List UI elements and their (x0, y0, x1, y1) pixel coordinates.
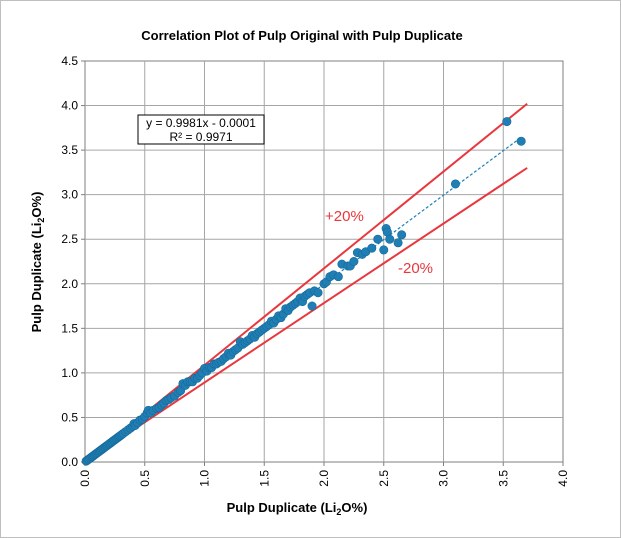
x-tick-label: 1.0 (198, 470, 212, 487)
data-point (367, 243, 377, 253)
y-tick-label: 0.5 (61, 410, 78, 424)
equation-box-border (137, 114, 265, 145)
data-point (379, 245, 389, 255)
x-tick-label: 0.5 (138, 470, 152, 487)
data-point (307, 301, 317, 311)
y-tick-label: 4.5 (61, 54, 78, 68)
x-tick-label: 1.5 (257, 470, 271, 487)
upper-band-label: +20% (325, 208, 364, 225)
chart-title: Correlation Plot of Pulp Original with P… (141, 28, 462, 43)
y-tick-label: 0.0 (61, 455, 78, 469)
data-point (397, 230, 407, 240)
data-point (313, 288, 323, 298)
data-points (81, 117, 526, 466)
x-tick-label: 4.0 (556, 470, 570, 487)
data-point (502, 117, 512, 127)
data-point (516, 136, 526, 146)
y-tick-label: 2.0 (61, 277, 78, 291)
data-point (393, 238, 403, 248)
data-point (333, 272, 343, 282)
data-point (373, 234, 383, 244)
y-tick-label: 4.0 (61, 99, 78, 113)
x-tick-labels: 0.0 0.5 1.0 1.5 2.0 2.5 3.0 3.5 4.0 (78, 470, 570, 487)
x-tick-label: 2.5 (377, 470, 391, 487)
data-point (349, 256, 359, 266)
x-tick-label: 0.0 (78, 470, 92, 487)
lower-band-label: -20% (398, 260, 433, 277)
x-axis-title: Pulp Duplicate (Li2O%) (227, 500, 368, 517)
x-tick-label: 3.0 (437, 470, 451, 487)
r-squared: R² = 0.9971 (169, 130, 232, 144)
y-tick-label: 2.5 (61, 232, 78, 246)
y-tick-label: 1.5 (61, 321, 78, 335)
data-point (385, 234, 395, 244)
x-tick-label: 3.5 (496, 470, 510, 487)
y-tick-label: 3.5 (61, 143, 78, 157)
lower-band-line (84, 167, 528, 463)
data-point (450, 179, 460, 189)
y-tick-label: 3.0 (61, 188, 78, 202)
y-tick-label: 1.0 (61, 366, 78, 380)
equation-box: y = 0.9981x - 0.0001 R² = 0.9971 (137, 114, 265, 145)
x-tick-label: 2.0 (317, 470, 331, 487)
y-tick-labels: 0.0 0.5 1.0 1.5 2.0 2.5 3.0 3.5 4.0 4.5 (61, 54, 78, 469)
trend-equation: y = 0.9981x - 0.0001 (146, 116, 256, 130)
y-axis-title: Pulp Duplicate (Li2O%) (29, 192, 46, 333)
